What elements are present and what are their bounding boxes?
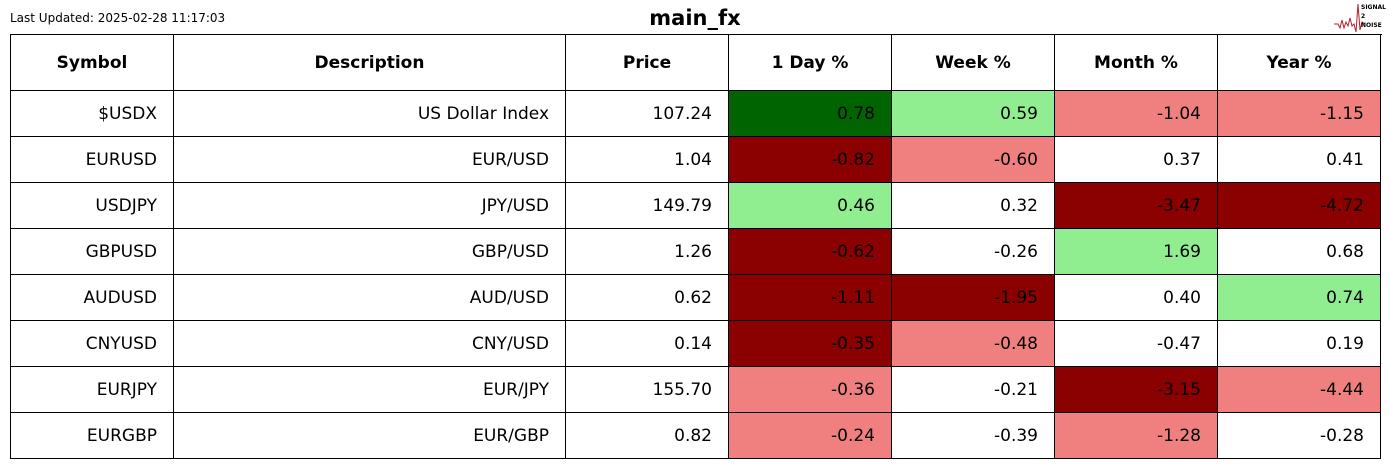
price-cell: 1.26 <box>565 228 729 275</box>
column-header: Symbol <box>10 34 174 91</box>
symbol-cell: $USDX <box>10 90 174 137</box>
description-cell: AUD/USD <box>173 274 566 321</box>
change-cell: 0.32 <box>891 182 1055 229</box>
table-row: GBPUSD GBP/USD 1.26 -0.62 -0.26 1.69 0.68 <box>10 228 1381 275</box>
change-cell: -1.28 <box>1054 412 1218 459</box>
change-cell: -0.60 <box>891 136 1055 183</box>
table-row: EURJPY EUR/JPY 155.70 -0.36 -0.21 -3.15 -4.44 <box>10 366 1381 413</box>
price-cell: 1.04 <box>565 136 729 183</box>
price-cell: 107.24 <box>565 90 729 137</box>
change-cell: -3.47 <box>1054 182 1218 229</box>
price-cell: 0.82 <box>565 412 729 459</box>
fx-table: Symbol Description Price 1 Day % Week % Month… <box>10 34 1381 459</box>
change-cell: -0.35 <box>728 320 892 367</box>
column-header: Price <box>565 34 729 91</box>
column-header: 1 Day % <box>728 34 892 91</box>
column-header: Description <box>173 34 566 91</box>
change-cell: -0.21 <box>891 366 1055 413</box>
table-row: AUDUSD AUD/USD 0.62 -1.11 -1.95 0.40 0.74 <box>10 274 1381 321</box>
change-cell: 0.19 <box>1217 320 1381 367</box>
description-cell: CNY/USD <box>173 320 566 367</box>
change-cell: -1.95 <box>891 274 1055 321</box>
price-cell: 0.62 <box>565 274 729 321</box>
change-cell: -0.36 <box>728 366 892 413</box>
table-row: CNYUSD CNY/USD 0.14 -0.35 -0.48 -0.47 0.19 <box>10 320 1381 367</box>
column-header: Month % <box>1054 34 1218 91</box>
change-cell: -0.39 <box>891 412 1055 459</box>
symbol-cell: EURJPY <box>10 366 174 413</box>
signal-waveform-icon <box>1334 3 1366 33</box>
change-cell: 0.46 <box>728 182 892 229</box>
symbol-cell: CNYUSD <box>10 320 174 367</box>
table-row: $USDX US Dollar Index 107.24 0.78 0.59 -1.04-… <box>10 90 1381 137</box>
change-cell: -0.62 <box>728 228 892 275</box>
page-title: main_fx <box>649 6 741 30</box>
description-cell: EUR/JPY <box>173 366 566 413</box>
price-cell: 149.79 <box>565 182 729 229</box>
table-row: USDJPY JPY/USD 149.79 0.46 0.32 -3.47 -4.72 <box>10 182 1381 229</box>
change-cell: 0.41 <box>1217 136 1381 183</box>
change-cell: 0.68 <box>1217 228 1381 275</box>
logo-text: SIGNAL 2 NOISE <box>1361 4 1386 29</box>
symbol-cell: GBPUSD <box>10 228 174 275</box>
change-cell: -0.28 <box>1217 412 1381 459</box>
change-cell: -3.15 <box>1054 366 1218 413</box>
description-cell: US Dollar Index <box>173 90 566 137</box>
last-updated: Last Updated: 2025-02-28 11:17:03 <box>10 11 226 25</box>
change-cell: -0.24 <box>728 412 892 459</box>
change-cell: -1.15 <box>1217 90 1381 137</box>
description-cell: EUR/USD <box>173 136 566 183</box>
change-cell: -1.11 <box>728 274 892 321</box>
symbol-cell: AUDUSD <box>10 274 174 321</box>
change-cell: 0.59 <box>891 90 1055 137</box>
table-row: EURGBP EUR/GBP 0.82 -0.24 -0.39 -1.28 -0.28 <box>10 412 1381 459</box>
symbol-cell: USDJPY <box>10 182 174 229</box>
change-cell: 0.40 <box>1054 274 1218 321</box>
symbol-cell: EURUSD <box>10 136 174 183</box>
change-cell: -4.72 <box>1217 182 1381 229</box>
change-cell: -0.26 <box>891 228 1055 275</box>
table-row: EURUSD EUR/USD 1.04 -0.82 -0.60 0.37 0.41 <box>10 136 1381 183</box>
description-cell: EUR/GBP <box>173 412 566 459</box>
column-header: Year % <box>1217 34 1381 91</box>
change-cell: -0.82 <box>728 136 892 183</box>
description-cell: JPY/USD <box>173 182 566 229</box>
price-cell: 0.14 <box>565 320 729 367</box>
header-row: Symbol Description Price 1 Day % Week % Month… <box>10 34 1381 91</box>
change-cell: 0.78 <box>728 90 892 137</box>
column-header: Week % <box>891 34 1055 91</box>
change-cell: 0.37 <box>1054 136 1218 183</box>
change-cell: -4.44 <box>1217 366 1381 413</box>
change-cell: -0.47 <box>1054 320 1218 367</box>
symbol-cell: EURGBP <box>10 412 174 459</box>
change-cell: -1.04 <box>1054 90 1218 137</box>
change-cell: 1.69 <box>1054 228 1218 275</box>
change-cell: -0.48 <box>891 320 1055 367</box>
description-cell: GBP/USD <box>173 228 566 275</box>
change-cell: 0.74 <box>1217 274 1381 321</box>
price-cell: 155.70 <box>565 366 729 413</box>
